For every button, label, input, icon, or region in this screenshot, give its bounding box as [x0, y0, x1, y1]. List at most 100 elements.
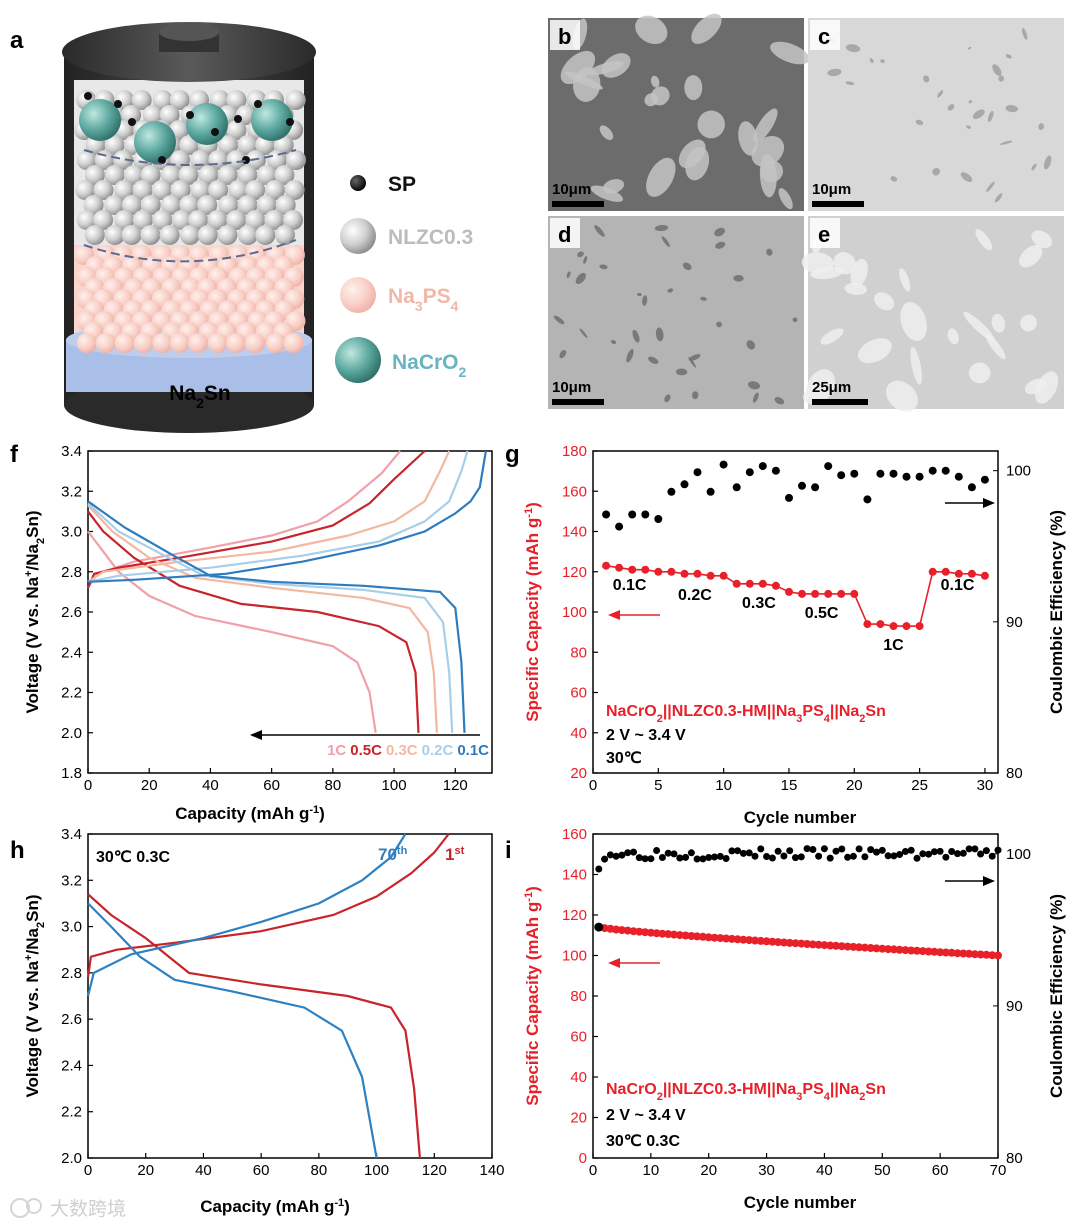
sem-label-bg [810, 218, 840, 248]
sem-grain [700, 296, 707, 301]
capacity-point [803, 940, 812, 948]
capacity-point [785, 938, 794, 947]
capacity-point [739, 935, 748, 944]
capacity-point [824, 589, 833, 598]
sem-grain [752, 392, 759, 403]
ce-point [641, 510, 650, 519]
capacity-point [698, 932, 707, 941]
ce-point [820, 845, 828, 853]
sem-grain [715, 241, 726, 249]
sem-grain [994, 193, 1003, 203]
capacity-point [774, 938, 783, 947]
y-tick-label: 60 [570, 1029, 587, 1046]
ce-point [849, 852, 857, 860]
nlzc-particle [114, 210, 135, 230]
cap-arrow-head [608, 958, 620, 968]
nlzc-particle [140, 165, 161, 185]
discharge-curve-0.5C [87, 510, 420, 733]
nlzc-particle [76, 150, 97, 170]
capacity-point [641, 565, 650, 574]
nlzc-particle [228, 180, 249, 200]
ce-point [850, 469, 859, 478]
chart-h: 0 20 40 60 80 100 120 140 2.0 2.2 2.4 2.6 2.8 3.0 3.2 3… [10, 826, 505, 1216]
ce-point [739, 849, 747, 857]
ce-point [722, 855, 730, 862]
capacity-point [941, 948, 950, 957]
electrolyte-particle [226, 333, 247, 353]
charge-curve-0.3C [87, 450, 451, 583]
electrolyte-particle [283, 333, 304, 353]
x-tick-label: 70 [990, 1162, 1007, 1179]
nlzc-particle [152, 90, 173, 110]
ce-point [942, 853, 950, 861]
sem-grain [751, 135, 785, 167]
ce-point [734, 847, 742, 855]
nacro2-particle [134, 121, 176, 163]
y2-tick-label: 100 [1006, 463, 1031, 480]
nlzc-particle [245, 180, 266, 200]
sem-grain [932, 167, 941, 176]
ce-point [965, 845, 973, 853]
sem-grain [650, 75, 660, 88]
ce-point [967, 483, 976, 492]
sem-panel: c 10μm [808, 18, 1064, 211]
sem-grain [575, 272, 586, 285]
ce-point [902, 472, 911, 481]
capacity-point [719, 571, 728, 580]
discharge-curve-0.3C [87, 504, 438, 733]
ce-point [941, 466, 950, 475]
x-tick-label: 60 [263, 777, 280, 794]
sem-label-bg [810, 20, 840, 50]
sem-grain [827, 68, 842, 77]
y-tick-label: 160 [562, 483, 587, 500]
sem-grain [577, 251, 584, 258]
capacity-point [889, 622, 898, 631]
y-tick-label: 80 [570, 644, 587, 661]
sem-grain [682, 262, 692, 271]
ce-point [792, 854, 799, 862]
capacity-point [837, 589, 846, 598]
capacity-point [664, 930, 673, 939]
sem-grain [573, 67, 601, 102]
ce-point [693, 855, 701, 863]
nlzc-particle [83, 195, 104, 215]
ce-point [641, 855, 649, 863]
capacity-point [954, 569, 963, 578]
y-tick-label: 2.4 [61, 1057, 82, 1074]
capacity-point [947, 948, 956, 957]
capacity-point [612, 925, 621, 934]
nlzc-particle [140, 225, 161, 245]
capacity-point [771, 581, 780, 590]
x-tick-label: 5 [654, 777, 662, 794]
nlzc-particle [151, 180, 172, 200]
panel-label-g: g [505, 441, 520, 468]
sem-panel: e 25μm [801, 216, 1064, 412]
legend-nlzc-marker [340, 218, 376, 254]
x-tick-label: 0 [84, 777, 92, 794]
ce-point [896, 851, 904, 858]
ce-point [977, 850, 985, 858]
sem-grain [635, 15, 668, 45]
sp-particle [84, 92, 92, 100]
nlzc-particle [161, 195, 181, 215]
nlzc-particle [179, 195, 200, 215]
y-tick-label: 100 [562, 604, 587, 621]
panel-label-h: h [10, 837, 25, 864]
scale-bar-label: 10μm [552, 379, 591, 396]
capacity-point [652, 929, 661, 938]
ce-point [863, 495, 872, 504]
sem-grain [874, 292, 895, 311]
x-tick-label: 15 [781, 777, 798, 794]
ce-point [728, 847, 736, 855]
watermark: 大数跨境 [10, 1198, 126, 1220]
y-tick-label: 100 [562, 948, 587, 965]
y-tick-label: 60 [570, 685, 587, 702]
y-tick-label: 2.6 [61, 1011, 82, 1028]
sem-grain [947, 328, 959, 345]
capacity-point [732, 579, 741, 588]
ce-point [980, 475, 989, 484]
ce-point [826, 854, 834, 862]
y-tick-label: 2.2 [61, 1104, 82, 1121]
capacity-point [866, 944, 875, 952]
legend-na3ps4-marker [340, 277, 376, 313]
